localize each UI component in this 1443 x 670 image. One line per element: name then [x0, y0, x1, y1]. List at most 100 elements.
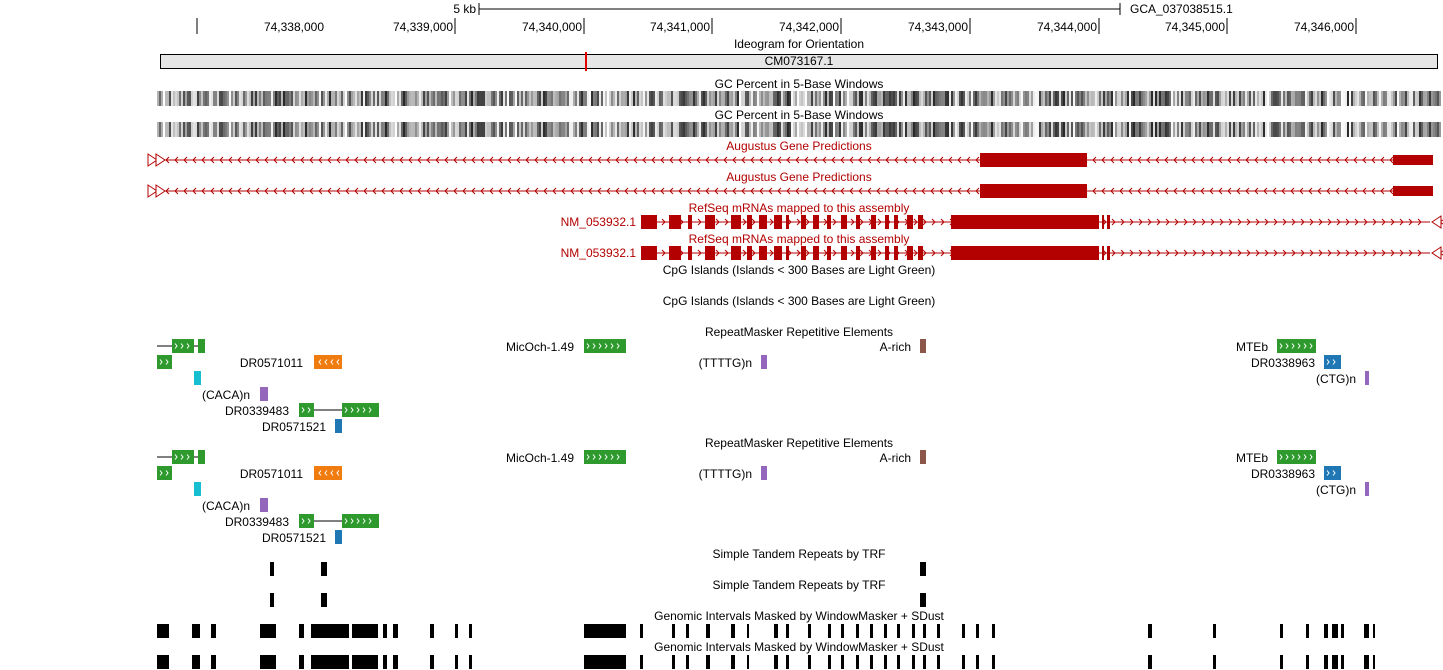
- gc-percent-bar: [973, 122, 975, 137]
- gc-percent-bar: [301, 122, 303, 137]
- augustus-intron-chevron: [912, 187, 917, 195]
- augustus-intron-chevron: [759, 187, 764, 195]
- augustus-intron-chevron: [1308, 187, 1313, 195]
- gc-percent-bar: [1203, 91, 1205, 106]
- gc-percent-bar: [227, 122, 229, 137]
- gc-percent-bar: [1261, 122, 1263, 137]
- augustus-intron-chevron: [633, 156, 638, 164]
- gc-percent-bar: [1055, 91, 1057, 106]
- augustus-intron-chevron: [210, 156, 215, 164]
- gc-percent-bar: [321, 122, 323, 137]
- gc-percent-bar: [199, 122, 201, 137]
- gc-percent-bar: [303, 122, 305, 137]
- gc-percent-bar: [785, 122, 787, 137]
- repeat-label[interactable]: DR0571521: [261, 420, 326, 434]
- augustus-intron-chevron: [921, 156, 926, 164]
- augustus-intron-chevron: [462, 187, 467, 195]
- gc-percent-bar: [1069, 91, 1071, 106]
- gc-percent-bar: [1083, 91, 1085, 106]
- track-title-augustus: Augustus Gene Predictions: [726, 139, 872, 153]
- repeat-label[interactable]: DR0339483: [224, 515, 289, 529]
- repeat-label[interactable]: (TTTTG)n: [698, 356, 752, 370]
- gc-percent-bar: [1183, 122, 1185, 137]
- gc-percent-bar: [787, 91, 789, 106]
- gc-percent-bar: [361, 91, 363, 106]
- gc-percent-bar: [1301, 122, 1303, 137]
- repeat-label[interactable]: (TTTTG)n: [698, 467, 752, 481]
- gc-percent-bar: [973, 91, 975, 106]
- gc-percent-bar: [1351, 122, 1353, 137]
- augustus-intron-chevron: [1326, 187, 1331, 195]
- repeat-label[interactable]: (CTG)n: [1316, 372, 1356, 386]
- repeat-label[interactable]: MTEb: [1235, 340, 1268, 354]
- gc-percent-bar: [1101, 91, 1103, 106]
- gc-percent-bar: [349, 122, 351, 137]
- gc-percent-bar: [897, 122, 899, 137]
- refseq-intron-chevron: [1219, 249, 1224, 257]
- repeat-label[interactable]: MicOch-1.49: [505, 340, 574, 354]
- gc-percent-bar: [765, 91, 767, 106]
- repeat-label[interactable]: MicOch-1.49: [505, 451, 574, 465]
- repeat-label[interactable]: (CTG)n: [1316, 483, 1356, 497]
- refseq-exon: [871, 246, 876, 260]
- gc-percent-bar: [1013, 122, 1015, 137]
- repeat-element-chevron: [1285, 454, 1289, 460]
- repeat-label[interactable]: MTEb: [1235, 451, 1268, 465]
- gc-percent-bar: [297, 91, 299, 106]
- gc-percent-bar: [907, 91, 909, 106]
- gc-percent-bar: [957, 122, 959, 137]
- gc-percent-bar: [951, 91, 953, 106]
- gc-percent-bar: [1031, 122, 1033, 137]
- refseq-item-label[interactable]: NM_053932.1: [560, 215, 636, 229]
- augustus-intron-chevron: [408, 156, 413, 164]
- gc-percent-bar: [669, 122, 671, 137]
- repeat-label[interactable]: DR0339483: [224, 404, 289, 418]
- windowmasker-element: [828, 655, 831, 669]
- repeat-element-chevron: [350, 518, 354, 524]
- refseq-intron-chevron: [697, 218, 702, 226]
- repeat-label[interactable]: (CACA)n: [201, 499, 250, 513]
- augustus-intron-chevron: [813, 187, 818, 195]
- repeat-label[interactable]: DR0571011: [239, 467, 303, 481]
- repeat-label[interactable]: DR0338963: [1250, 356, 1315, 370]
- gc-percent-bar: [271, 91, 273, 106]
- refseq-intron-chevron: [1327, 218, 1332, 226]
- repeat-label[interactable]: DR0571521: [261, 531, 326, 545]
- repeat-element-chevron: [307, 518, 311, 524]
- refseq-intron-chevron: [1291, 218, 1296, 226]
- refseq-item-label[interactable]: NM_053932.1: [560, 246, 636, 260]
- gc-percent-bar: [885, 122, 887, 137]
- gc-percent-bar: [983, 91, 985, 106]
- augustus-intron-chevron: [903, 187, 908, 195]
- gc-percent-bar: [1397, 91, 1399, 106]
- repeat-label[interactable]: DR0571011: [239, 356, 303, 370]
- chromosome-ideogram[interactable]: CM073167.1: [160, 52, 1438, 71]
- repeat-label[interactable]: A-rich: [879, 340, 911, 354]
- gc-percent-bar: [251, 91, 253, 106]
- gc-percent-bar: [767, 91, 769, 106]
- gc-percent-bar: [1283, 91, 1285, 106]
- augustus-intron-chevron: [165, 187, 170, 195]
- gc-percent-bar: [855, 122, 857, 137]
- gc-percent-bar: [1315, 122, 1317, 137]
- gc-percent-bar: [457, 122, 459, 137]
- gc-percent-bar: [161, 122, 163, 137]
- gc-percent-bar: [681, 122, 683, 137]
- gc-percent-bar: [1417, 91, 1419, 106]
- gc-percent-bar: [943, 122, 945, 137]
- gc-percent-bar: [513, 91, 515, 106]
- gc-percent-bar: [375, 91, 377, 106]
- gc-percent-bar: [715, 91, 717, 106]
- gc-percent-bar: [459, 122, 461, 137]
- gc-percent-bar: [971, 91, 973, 106]
- augustus-intron-chevron: [651, 187, 656, 195]
- windowmasker-element: [747, 655, 749, 669]
- repeat-label[interactable]: DR0338963: [1250, 467, 1315, 481]
- repeat-label[interactable]: (CACA)n: [201, 388, 250, 402]
- gc-percent-bar: [1123, 122, 1125, 137]
- gc-percent-bar: [335, 91, 337, 106]
- gc-percent-bar: [797, 122, 799, 137]
- refseq-intron-chevron: [1408, 249, 1413, 257]
- repeat-label[interactable]: A-rich: [879, 451, 911, 465]
